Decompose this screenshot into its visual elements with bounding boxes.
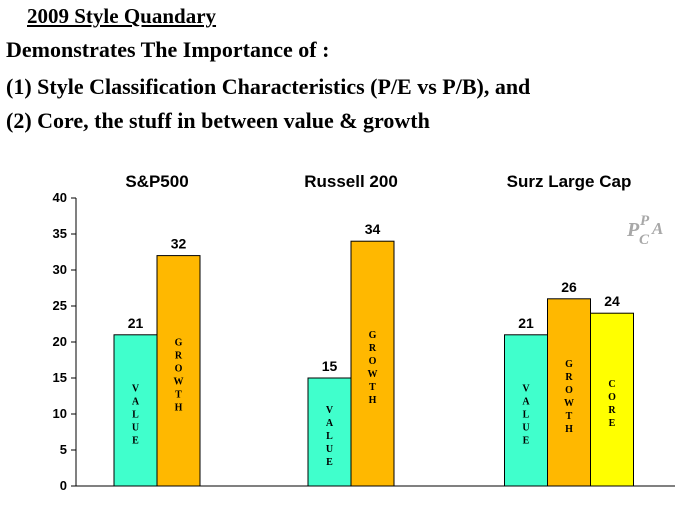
style-bar-chart: 0 5 10 15 20 25 30 35 40 S&P500 Russell 200 Surz L… <box>53 172 675 493</box>
data-label: 24 <box>604 293 620 309</box>
group-title: S&P500 <box>125 172 188 191</box>
y-tick-label: 35 <box>53 226 67 241</box>
bar <box>504 334 548 487</box>
y-tick-label: 25 <box>53 298 67 313</box>
data-label: 15 <box>322 358 338 374</box>
y-tick-label: 5 <box>60 442 67 457</box>
y-tick-label: 0 <box>60 478 67 493</box>
chart-bars: 21 V A L U E 32 G R O W T H 15 V A L U E 34 G R O W T H 21 V A L U E 26 G… <box>113 221 634 487</box>
subtitle-line-3: (2) Core, the stuff in between value & g… <box>6 108 430 133</box>
group-titles: S&P500 Russell 200 Surz Large Cap <box>125 172 631 191</box>
group-title: Russell 200 <box>304 172 398 191</box>
data-label: 26 <box>561 279 577 295</box>
y-tick-label: 15 <box>53 370 67 385</box>
subtitle-line-2: (1) Style Classification Characteristics… <box>6 74 531 99</box>
bar <box>307 377 352 487</box>
bar <box>350 240 395 487</box>
data-label: 21 <box>518 315 534 331</box>
bar <box>590 312 634 487</box>
logo-letter-a: A <box>651 219 663 238</box>
group-title: Surz Large Cap <box>507 172 632 191</box>
data-label: 21 <box>128 315 144 331</box>
data-label: 32 <box>171 236 187 252</box>
logo-letter-p1: P <box>626 219 640 241</box>
pca-logo: P C P A <box>626 213 663 248</box>
y-tick-label: 10 <box>53 406 67 421</box>
data-label: 34 <box>365 221 381 237</box>
y-tick-label: 30 <box>53 262 67 277</box>
subtitle-line-1: Demonstrates The Importance of : <box>6 37 330 62</box>
bar <box>113 334 158 487</box>
page-title: 2009 Style Quandary <box>27 4 217 28</box>
bar <box>156 255 201 487</box>
y-tick-label: 20 <box>53 334 67 349</box>
y-tick-label: 40 <box>53 190 67 205</box>
logo-letter-p2: P <box>640 213 650 229</box>
bar <box>547 298 591 487</box>
logo-letter-c: C <box>639 232 650 248</box>
